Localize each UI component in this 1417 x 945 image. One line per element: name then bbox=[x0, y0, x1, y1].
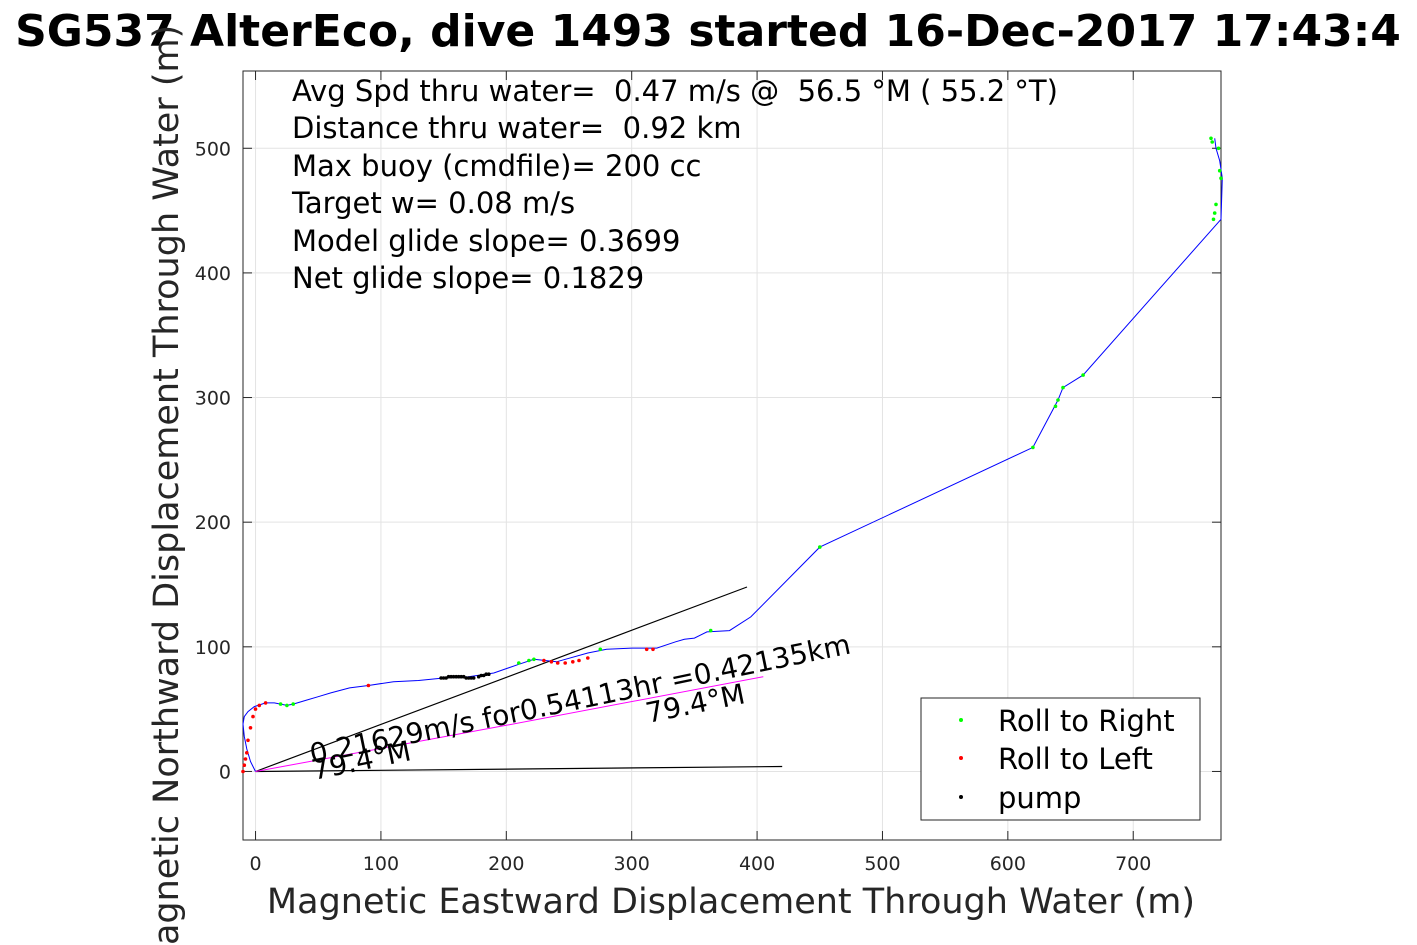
legend-marker-left bbox=[959, 756, 963, 760]
data-point bbox=[285, 703, 289, 708]
data-point bbox=[454, 674, 459, 679]
data-point bbox=[469, 676, 474, 680]
x-tick-label: 200 bbox=[488, 853, 524, 875]
data-point bbox=[241, 769, 245, 774]
data-point bbox=[446, 674, 451, 679]
info-line: Target w= 0.08 m/s bbox=[291, 186, 575, 220]
data-point bbox=[586, 656, 590, 660]
legend: Roll to Right Roll to Left pump bbox=[920, 697, 1201, 821]
data-point bbox=[459, 674, 464, 679]
data-point bbox=[248, 726, 253, 730]
data-point bbox=[263, 701, 268, 705]
data-point bbox=[487, 672, 491, 676]
data-point bbox=[577, 658, 581, 663]
x-tick-label: 600 bbox=[990, 853, 1026, 875]
y-tick-label: 500 bbox=[195, 138, 231, 160]
x-axis-label: Magnetic Eastward Displacement Through W… bbox=[267, 882, 1195, 922]
y-tick-label: 200 bbox=[195, 512, 231, 534]
data-point bbox=[1214, 202, 1218, 207]
data-point bbox=[532, 657, 536, 662]
data-point bbox=[449, 674, 453, 679]
data-point bbox=[466, 676, 471, 680]
data-point bbox=[471, 676, 476, 680]
y-tick-label: 100 bbox=[195, 637, 231, 659]
x-tick-label: 400 bbox=[739, 853, 775, 875]
data-point bbox=[644, 647, 649, 652]
data-point bbox=[243, 757, 248, 761]
data-point bbox=[549, 660, 554, 664]
data-point bbox=[527, 658, 531, 663]
data-point bbox=[1210, 140, 1214, 144]
data-point bbox=[441, 676, 446, 680]
data-point bbox=[571, 660, 575, 664]
reference-line bbox=[255, 586, 748, 773]
plot-area-frame bbox=[242, 70, 1222, 841]
data-point bbox=[484, 672, 489, 676]
data-point bbox=[555, 661, 560, 665]
legend-label: pump bbox=[998, 781, 1081, 815]
data-point bbox=[1053, 404, 1058, 409]
data-point bbox=[1217, 168, 1222, 173]
data-point bbox=[818, 545, 822, 549]
reference-line bbox=[255, 765, 783, 773]
info-line: Avg Spd thru water= 0.47 m/s @ 56.5 °M (… bbox=[292, 74, 1058, 108]
data-point bbox=[251, 714, 255, 719]
chart-title: SG537 AlterEco, dive 1493 started 16-Dec… bbox=[15, 6, 1401, 57]
y-axis-label: Magnetic Northward Displacement Through … bbox=[147, 25, 187, 945]
legend-label: Roll to Left bbox=[998, 742, 1153, 776]
y-tick-label: 0 bbox=[219, 761, 231, 783]
data-point bbox=[451, 674, 456, 679]
data-point bbox=[1212, 211, 1217, 215]
info-line: Net glide slope= 0.1829 bbox=[292, 261, 644, 295]
data-point bbox=[598, 647, 603, 652]
x-tick-label: 300 bbox=[614, 853, 650, 875]
data-point bbox=[517, 661, 521, 665]
data-point bbox=[542, 658, 546, 663]
legend-marker-right bbox=[959, 718, 963, 722]
x-tick-label: 0 bbox=[249, 853, 261, 875]
data-point bbox=[291, 702, 296, 706]
data-point bbox=[563, 661, 567, 665]
data-point bbox=[651, 647, 655, 652]
info-line: Max buoy (cmdfile)= 200 cc bbox=[292, 149, 701, 183]
data-point bbox=[257, 703, 262, 708]
grid bbox=[243, 71, 1221, 840]
data-point bbox=[439, 676, 443, 680]
legend-marker-pump bbox=[959, 795, 963, 799]
y-tick-label: 400 bbox=[195, 263, 231, 285]
legend-box bbox=[920, 697, 1201, 821]
info-line: Model glide slope= 0.3699 bbox=[292, 224, 680, 258]
data-point bbox=[245, 751, 249, 755]
data-point bbox=[1081, 373, 1085, 377]
series bbox=[241, 136, 1223, 774]
data-point bbox=[479, 673, 484, 678]
legend-label: Roll to Right bbox=[998, 704, 1175, 738]
data-point bbox=[456, 674, 461, 679]
data-point bbox=[278, 702, 283, 706]
ticks: 0 100 200 300 400 500 600 700 0 100 200 300 400 500 bbox=[195, 71, 1221, 875]
x-tick-label: 700 bbox=[1115, 853, 1151, 875]
info-box: Avg Spd thru water= 0.47 m/s @ 56.5 °M (… bbox=[291, 74, 1058, 295]
data-point bbox=[1061, 385, 1065, 390]
data-point bbox=[708, 628, 713, 633]
data-point bbox=[242, 763, 247, 767]
data-point bbox=[1209, 136, 1213, 141]
data-point bbox=[1216, 146, 1221, 151]
x-tick-label: 500 bbox=[864, 853, 900, 875]
data-point bbox=[253, 707, 258, 711]
data-point bbox=[366, 683, 371, 688]
data-point bbox=[1211, 217, 1216, 222]
x-tick-label: 100 bbox=[363, 853, 399, 875]
data-point bbox=[246, 738, 250, 743]
data-point bbox=[1219, 176, 1223, 180]
data-point bbox=[1056, 398, 1060, 402]
data-point bbox=[464, 676, 469, 680]
info-line: Distance thru water= 0.92 km bbox=[292, 111, 742, 145]
y-tick-label: 300 bbox=[195, 388, 231, 410]
track-line bbox=[255, 676, 764, 772]
data-point bbox=[1031, 445, 1035, 450]
